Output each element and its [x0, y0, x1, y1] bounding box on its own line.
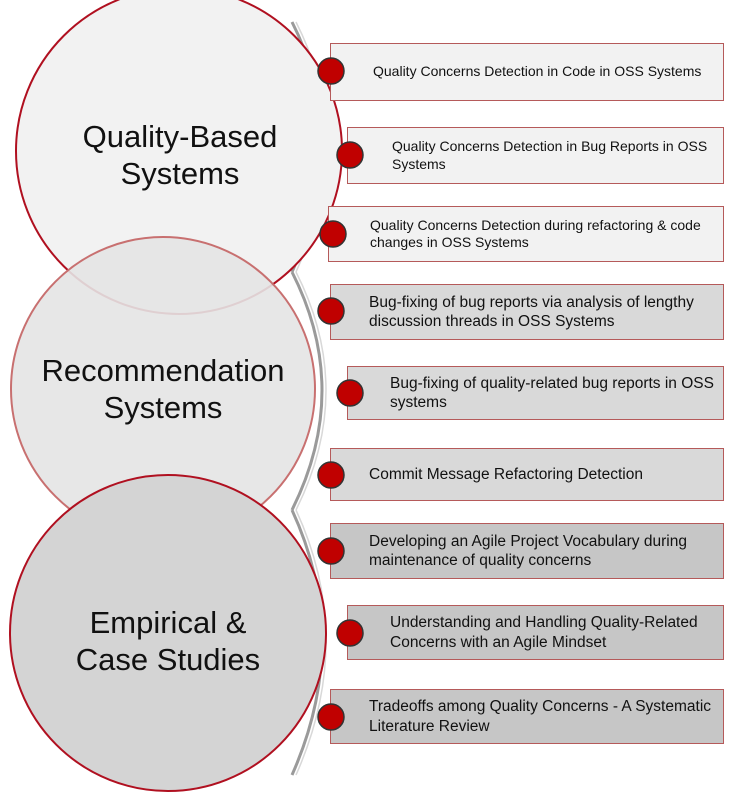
item-box-9: Tradeoffs among Quality Concerns - A Sys… — [330, 689, 724, 744]
item-text-1: Quality Concerns Detection in Code in OS… — [373, 63, 702, 80]
category-label-recommendation: Recommendation Systems — [13, 352, 313, 426]
category-label-empirical-line2: Case Studies — [75, 642, 261, 678]
item-text-8: Understanding and Handling Quality-Relat… — [390, 614, 698, 651]
category-label-empirical: Empirical & Case Studies — [18, 604, 318, 678]
item-text-7: Developing an Agile Project Vocabulary d… — [369, 532, 687, 569]
item-box-4: Bug-fixing of bug reports via analysis o… — [330, 284, 724, 340]
item-box-1: Quality Concerns Detection in Code in OS… — [330, 43, 724, 101]
item-box-7: Developing an Agile Project Vocabulary d… — [330, 523, 724, 579]
connector-arc-2-inner — [295, 271, 327, 511]
category-label-recommendation-line2: Systems — [103, 390, 223, 426]
category-circle-empirical — [9, 474, 327, 792]
category-label-recommendation-line1: Recommendation — [41, 353, 285, 388]
item-box-5: Bug-fixing of quality-related bug report… — [347, 366, 724, 420]
item-text-3: Quality Concerns Detection during refact… — [370, 216, 701, 251]
item-text-5: Bug-fixing of quality-related bug report… — [390, 374, 714, 411]
item-text-6: Commit Message Refactoring Detection — [369, 465, 643, 483]
item-box-2: Quality Concerns Detection in Bug Report… — [347, 127, 724, 184]
category-label-quality-based-line2: Systems — [120, 156, 240, 192]
category-label-quality-based-line1: Quality-Based — [82, 119, 278, 154]
item-text-2: Quality Concerns Detection in Bug Report… — [392, 138, 708, 172]
item-box-6: Commit Message Refactoring Detection — [330, 448, 724, 501]
connector-arc-2 — [290, 271, 324, 511]
item-box-8: Understanding and Handling Quality-Relat… — [347, 605, 724, 660]
item-box-3: Quality Concerns Detection during refact… — [328, 206, 724, 262]
item-text-9: Tradeoffs among Quality Concerns - A Sys… — [369, 698, 712, 735]
category-label-empirical-line1: Empirical & — [89, 605, 247, 640]
item-text-4: Bug-fixing of bug reports via analysis o… — [369, 293, 694, 330]
category-label-quality-based: Quality-Based Systems — [30, 118, 330, 192]
